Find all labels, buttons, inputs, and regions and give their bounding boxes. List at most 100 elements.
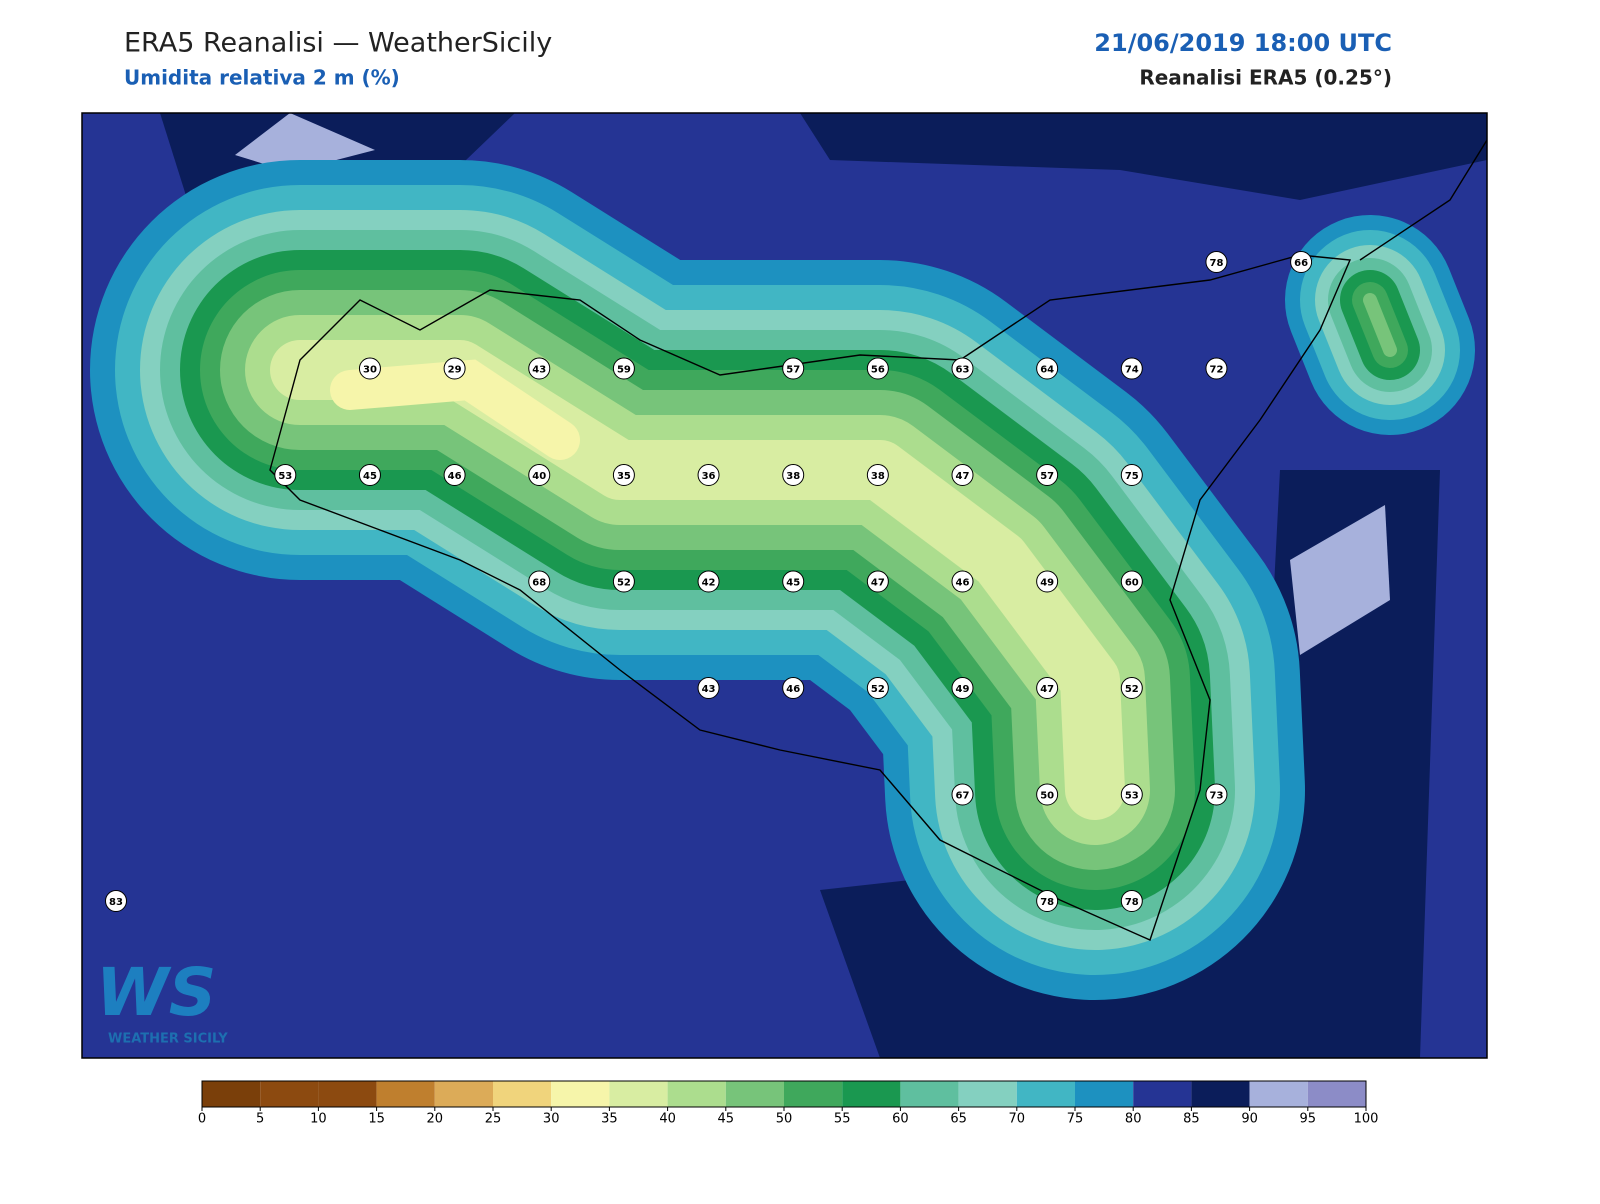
station-value: 42 [702, 578, 716, 589]
colorbar-tick-label: 60 [892, 1112, 909, 1127]
station-marker [358, 357, 381, 380]
station-value: 78 [1125, 897, 1139, 908]
colorbar-swatch [318, 1081, 377, 1107]
station-value: 38 [786, 471, 800, 482]
station-marker [866, 677, 889, 699]
colorbar-swatch [376, 1081, 435, 1107]
station-value: 47 [956, 471, 970, 482]
station-marker [1205, 357, 1228, 380]
station-value: 47 [871, 578, 885, 589]
colorbar-swatch [609, 1081, 668, 1107]
station-marker [951, 464, 974, 486]
station-marker [866, 570, 889, 593]
colorbar-swatch [784, 1081, 843, 1107]
station-value: 83 [109, 897, 123, 908]
station-marker [1120, 890, 1143, 912]
station-value: 53 [278, 471, 292, 482]
station-value: 78 [1209, 258, 1223, 269]
station-marker [1205, 251, 1228, 273]
station-marker [1036, 357, 1059, 380]
station-value: 72 [1209, 365, 1223, 376]
station-marker [443, 464, 466, 486]
colorbar-swatch [493, 1081, 552, 1107]
datetime: 21/06/2019 18:00 UTC [1094, 29, 1392, 57]
station-marker [1036, 570, 1059, 593]
station-marker [1120, 464, 1143, 486]
station-value: 57 [1040, 471, 1054, 482]
station-marker [1120, 570, 1143, 593]
station-marker [1036, 783, 1059, 806]
station-marker [1036, 890, 1059, 912]
humid-band [800, 113, 1487, 200]
colorbar-tick-label: 70 [1009, 1112, 1026, 1127]
station-marker [1290, 251, 1313, 273]
station-marker [1205, 783, 1228, 806]
station-marker [697, 677, 720, 699]
station-value: 52 [871, 684, 885, 695]
station-marker [951, 783, 974, 806]
station-value: 78 [1040, 897, 1054, 908]
colorbar-swatch [725, 1081, 784, 1107]
station-value: 45 [363, 471, 377, 482]
colorbar-tick-label: 0 [198, 1112, 206, 1127]
colorbar-swatch [958, 1081, 1017, 1107]
colorbar-tick-label: 95 [1300, 1112, 1317, 1127]
colorbar-tick-label: 90 [1241, 1112, 1258, 1127]
colorbar-swatch [1307, 1081, 1366, 1107]
station-value: 75 [1125, 471, 1139, 482]
station-marker [1120, 357, 1143, 380]
colorbar-tick-label: 75 [1067, 1112, 1084, 1127]
station-marker [612, 570, 635, 593]
colorbar-tick-label: 65 [950, 1112, 967, 1127]
colorbar-tick-label: 30 [543, 1112, 560, 1127]
station-value: 59 [617, 365, 631, 376]
station-marker [1036, 464, 1059, 486]
station-marker [951, 570, 974, 593]
colorbar-tick-label: 15 [368, 1112, 385, 1127]
colorbar-swatch [1191, 1081, 1250, 1107]
station-value: 46 [786, 684, 800, 695]
station-value: 29 [448, 365, 462, 376]
station-marker [1120, 677, 1143, 699]
station-marker [274, 464, 297, 486]
station-value: 46 [448, 471, 462, 482]
colorbar-swatch [842, 1081, 901, 1107]
station-value: 57 [786, 365, 800, 376]
station-value: 50 [1040, 791, 1054, 802]
station-marker [612, 357, 635, 380]
station-value: 73 [1209, 791, 1223, 802]
colorbar-swatch [1016, 1081, 1075, 1107]
station-marker [951, 357, 974, 380]
station-value: 49 [956, 684, 970, 695]
colorbar-swatch [202, 1081, 261, 1107]
station-marker [951, 677, 974, 699]
station-value: 46 [956, 578, 970, 589]
station-value: 68 [532, 578, 546, 589]
station-marker [782, 464, 805, 486]
colorbar-tick-label: 50 [776, 1112, 793, 1127]
logo-mark: WS [96, 954, 216, 1031]
station-value: 40 [532, 471, 546, 482]
humidity-band [1363, 293, 1397, 357]
station-marker [782, 570, 805, 593]
subtitle: Umidita relativa 2 m (%) [124, 66, 400, 90]
station-marker [443, 357, 466, 380]
station-value: 63 [956, 365, 970, 376]
station-value: 45 [786, 578, 800, 589]
station-value: 38 [871, 471, 885, 482]
station-value: 43 [702, 684, 716, 695]
station-value: 67 [956, 791, 970, 802]
colorbar-tick-label: 10 [310, 1112, 327, 1127]
map-frame [81, 112, 1488, 1059]
source: Reanalisi ERA5 (0.25°) [1139, 66, 1392, 90]
logo-text: WEATHER SICILY [108, 1032, 228, 1047]
colorbar-swatch [1249, 1081, 1308, 1107]
station-marker [1120, 783, 1143, 806]
station-marker [866, 464, 889, 486]
station-marker [528, 357, 551, 380]
colorbar-swatch [260, 1081, 319, 1107]
colorbar-tick-label: 100 [1354, 1112, 1379, 1127]
station-value: 35 [617, 471, 631, 482]
humid-band [1290, 505, 1390, 655]
